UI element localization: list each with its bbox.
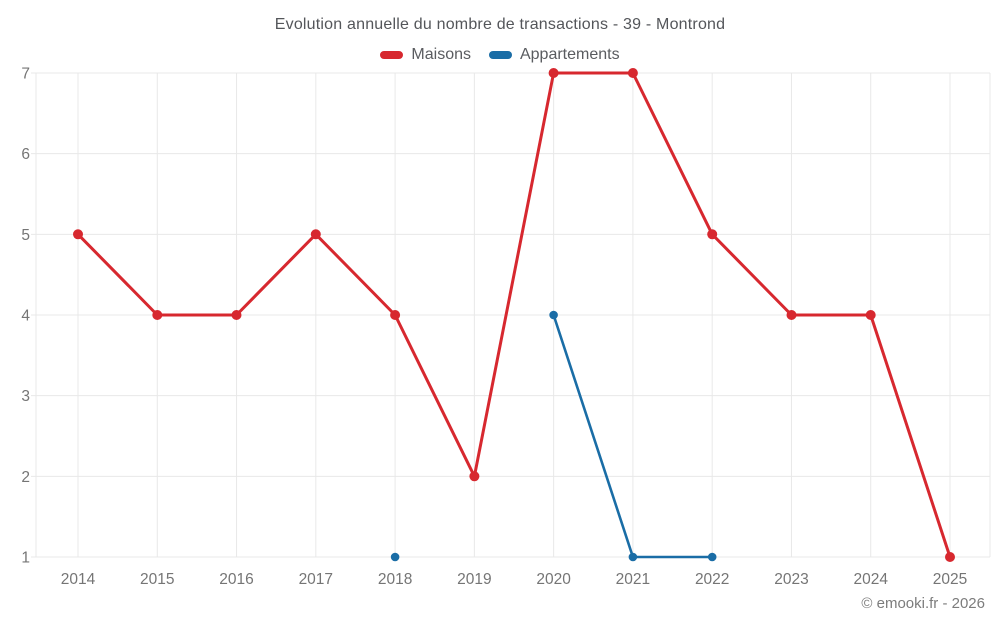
series-appartements bbox=[390, 310, 717, 562]
data-point-maisons-2023[interactable] bbox=[786, 310, 797, 320]
data-point-maisons-2016[interactable] bbox=[231, 310, 242, 320]
x-axis-tick-label: 2023 bbox=[774, 571, 808, 588]
x-axis-tick-label: 2015 bbox=[140, 571, 174, 588]
chart-title: Evolution annuelle du nombre de transact… bbox=[274, 16, 726, 33]
series-maisons bbox=[73, 68, 955, 562]
data-point-appartements-2022[interactable] bbox=[707, 552, 717, 562]
x-axis-tick-label: 2019 bbox=[457, 571, 491, 588]
data-point-appartements-2018[interactable] bbox=[390, 552, 400, 562]
y-axis-tick-label: 5 bbox=[21, 227, 30, 244]
chart-legend: Maisons Appartements bbox=[0, 46, 1000, 64]
data-point-maisons-2025[interactable] bbox=[945, 552, 955, 562]
data-point-maisons-2021[interactable] bbox=[627, 68, 638, 78]
x-axis-tick-label: 2018 bbox=[378, 571, 412, 588]
y-axis-tick-label: 2 bbox=[21, 469, 30, 486]
data-point-maisons-2019[interactable] bbox=[469, 471, 480, 482]
y-axis-tick-label: 7 bbox=[21, 66, 30, 83]
y-axis-tick-label: 3 bbox=[21, 388, 30, 405]
data-point-appartements-2021[interactable] bbox=[628, 552, 638, 562]
x-axis-tick-label: 2025 bbox=[933, 571, 967, 588]
x-axis-tick-label: 2014 bbox=[61, 571, 96, 588]
data-point-maisons-2018[interactable] bbox=[390, 310, 401, 320]
data-point-maisons-2024[interactable] bbox=[865, 310, 876, 320]
maisons-legend-swatch-icon bbox=[380, 51, 404, 59]
data-point-maisons-2020[interactable] bbox=[548, 68, 559, 78]
x-axis-tick-label: 2020 bbox=[536, 571, 571, 588]
y-axis-tick-label: 1 bbox=[21, 550, 30, 567]
x-axis-tick-label: 2017 bbox=[299, 571, 333, 588]
legend-label-appartements: Appartements bbox=[519, 46, 620, 63]
x-axis-tick-label: 2016 bbox=[219, 571, 253, 588]
data-point-maisons-2014[interactable] bbox=[73, 229, 83, 240]
y-axis-tick-label: 6 bbox=[21, 146, 30, 163]
x-axis-tick-label: 2022 bbox=[695, 571, 729, 588]
copyright-footer: © emooki.fr - 2026 bbox=[861, 595, 985, 612]
legend-item-maisons[interactable]: Maisons bbox=[380, 46, 471, 64]
appartements-legend-swatch-icon bbox=[488, 51, 512, 59]
data-point-maisons-2022[interactable] bbox=[707, 229, 718, 240]
data-point-maisons-2017[interactable] bbox=[310, 229, 321, 240]
data-point-maisons-2015[interactable] bbox=[152, 310, 163, 320]
maisons-line bbox=[76, 71, 952, 559]
legend-label-maisons: Maisons bbox=[411, 46, 471, 63]
legend-item-appartements[interactable]: Appartements bbox=[488, 46, 620, 64]
y-axis-tick-label: 4 bbox=[21, 308, 30, 325]
axis-labels: 1 2 3 4 5 6 7 2014 2015 2016 2017 2018 2019 2020 2021 2… bbox=[21, 66, 967, 589]
x-axis-tick-label: 2021 bbox=[616, 571, 650, 588]
x-axis-tick-label: 2024 bbox=[853, 571, 888, 588]
data-point-appartements-2020[interactable] bbox=[549, 310, 558, 320]
